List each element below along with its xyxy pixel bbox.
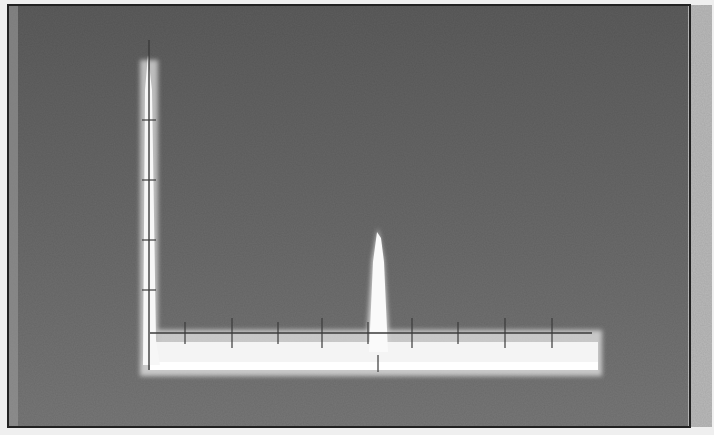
baseline-bright bbox=[150, 362, 598, 370]
left-edge bbox=[8, 5, 18, 427]
page bbox=[0, 0, 714, 435]
bezel-edge bbox=[688, 5, 712, 427]
oscilloscope-photo bbox=[0, 0, 714, 435]
